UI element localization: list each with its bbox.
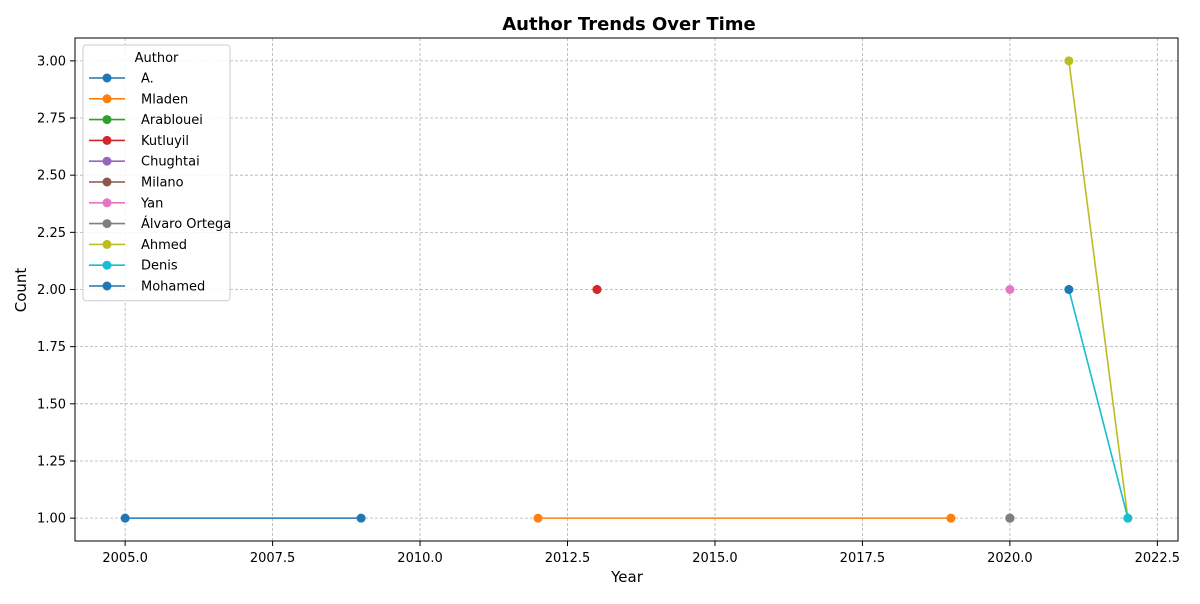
y-tick-label: 1.50 <box>37 397 66 412</box>
y-tick-label: 3.00 <box>37 54 66 69</box>
legend-marker <box>102 198 112 208</box>
x-tick-label: 2015.0 <box>692 551 738 566</box>
legend-label: A. <box>141 72 154 87</box>
axis-ticks: 2005.0 2007.5 2010.0 2012.5 2015.0 2017.5 2020… <box>37 54 1180 566</box>
x-tick-label: 2007.5 <box>250 551 296 566</box>
legend-label: Álvaro Ortega <box>141 216 231 232</box>
legend-marker <box>102 135 112 145</box>
series-line <box>1068 60 1129 519</box>
series-layer <box>120 56 1133 523</box>
legend-label: Milano <box>141 176 184 191</box>
legend-item-Mladen: Mladen <box>89 92 188 107</box>
data-point <box>356 513 366 523</box>
legend-item-Arablouei: Arablouei <box>89 113 203 128</box>
legend: Author A. Mladen Arablouei Kutluyil Chughtai M… <box>82 44 231 302</box>
y-tick-label: 2.75 <box>37 112 66 127</box>
legend-label: Chughtai <box>141 155 200 170</box>
chart-title: Author Trends Over Time <box>502 14 756 35</box>
series-Mladen <box>533 513 956 523</box>
legend-marker <box>102 177 112 187</box>
legend-marker <box>102 156 112 166</box>
legend-item-Mohamed: Mohamed <box>89 280 205 295</box>
legend-item-Kutluyil: Kutluyil <box>89 134 189 149</box>
legend-marker <box>102 94 112 104</box>
legend-marker <box>102 73 112 83</box>
legend-label: Mohamed <box>141 280 205 295</box>
series-Mohamed <box>1064 285 1074 294</box>
data-point <box>1005 513 1015 523</box>
legend-item-Milano: Milano <box>89 176 184 191</box>
y-tick-label: 1.00 <box>37 512 66 527</box>
y-tick-label: 2.50 <box>37 169 66 184</box>
y-tick-label: 2.25 <box>37 226 66 241</box>
series-Álvaro Ortega <box>1005 513 1015 523</box>
series-A. <box>120 513 366 523</box>
legend-item-Ahmed: Ahmed <box>89 238 187 253</box>
y-tick-label: 2.00 <box>37 283 66 298</box>
y-tick-label: 1.25 <box>37 454 66 469</box>
data-point <box>1064 56 1074 66</box>
data-point <box>592 285 602 294</box>
x-tick-label: 2017.5 <box>840 551 886 566</box>
legend-marker <box>102 260 112 270</box>
y-axis-label: Count <box>12 268 30 313</box>
legend-title: Author <box>135 51 179 66</box>
x-tick-label: 2022.5 <box>1135 551 1181 566</box>
legend-box <box>82 44 231 302</box>
series-Kutluyil <box>592 285 602 294</box>
data-point <box>1064 285 1074 294</box>
data-point <box>1123 513 1133 523</box>
series-Yan <box>1005 285 1015 294</box>
legend-label: Mladen <box>141 92 188 107</box>
x-tick-label: 2020.0 <box>987 551 1033 566</box>
y-tick-label: 1.75 <box>37 340 66 355</box>
legend-label: Arablouei <box>141 113 203 128</box>
legend-label: Kutluyil <box>141 134 189 149</box>
legend-item-Denis: Denis <box>89 259 178 274</box>
x-axis-label: Year <box>610 568 644 586</box>
legend-marker <box>102 219 112 229</box>
data-point <box>1005 285 1015 294</box>
legend-item-Chughtai: Chughtai <box>89 155 200 170</box>
data-point <box>946 513 956 523</box>
legend-marker <box>102 239 112 249</box>
x-tick-label: 2010.0 <box>397 551 443 566</box>
series-line <box>1068 289 1129 519</box>
legend-label: Ahmed <box>141 238 187 253</box>
legend-marker <box>102 115 112 125</box>
legend-item-Álvaro Ortega: Álvaro Ortega <box>89 216 231 232</box>
x-tick-label: 2012.5 <box>545 551 591 566</box>
data-point <box>533 513 543 523</box>
legend-label: Yan <box>140 196 163 211</box>
legend-marker <box>102 281 112 291</box>
legend-label: Denis <box>141 259 178 274</box>
data-point <box>120 513 130 523</box>
x-tick-label: 2005.0 <box>102 551 148 566</box>
legend-item-Yan: Yan <box>89 196 163 211</box>
legend-item-A.: A. <box>89 72 154 87</box>
